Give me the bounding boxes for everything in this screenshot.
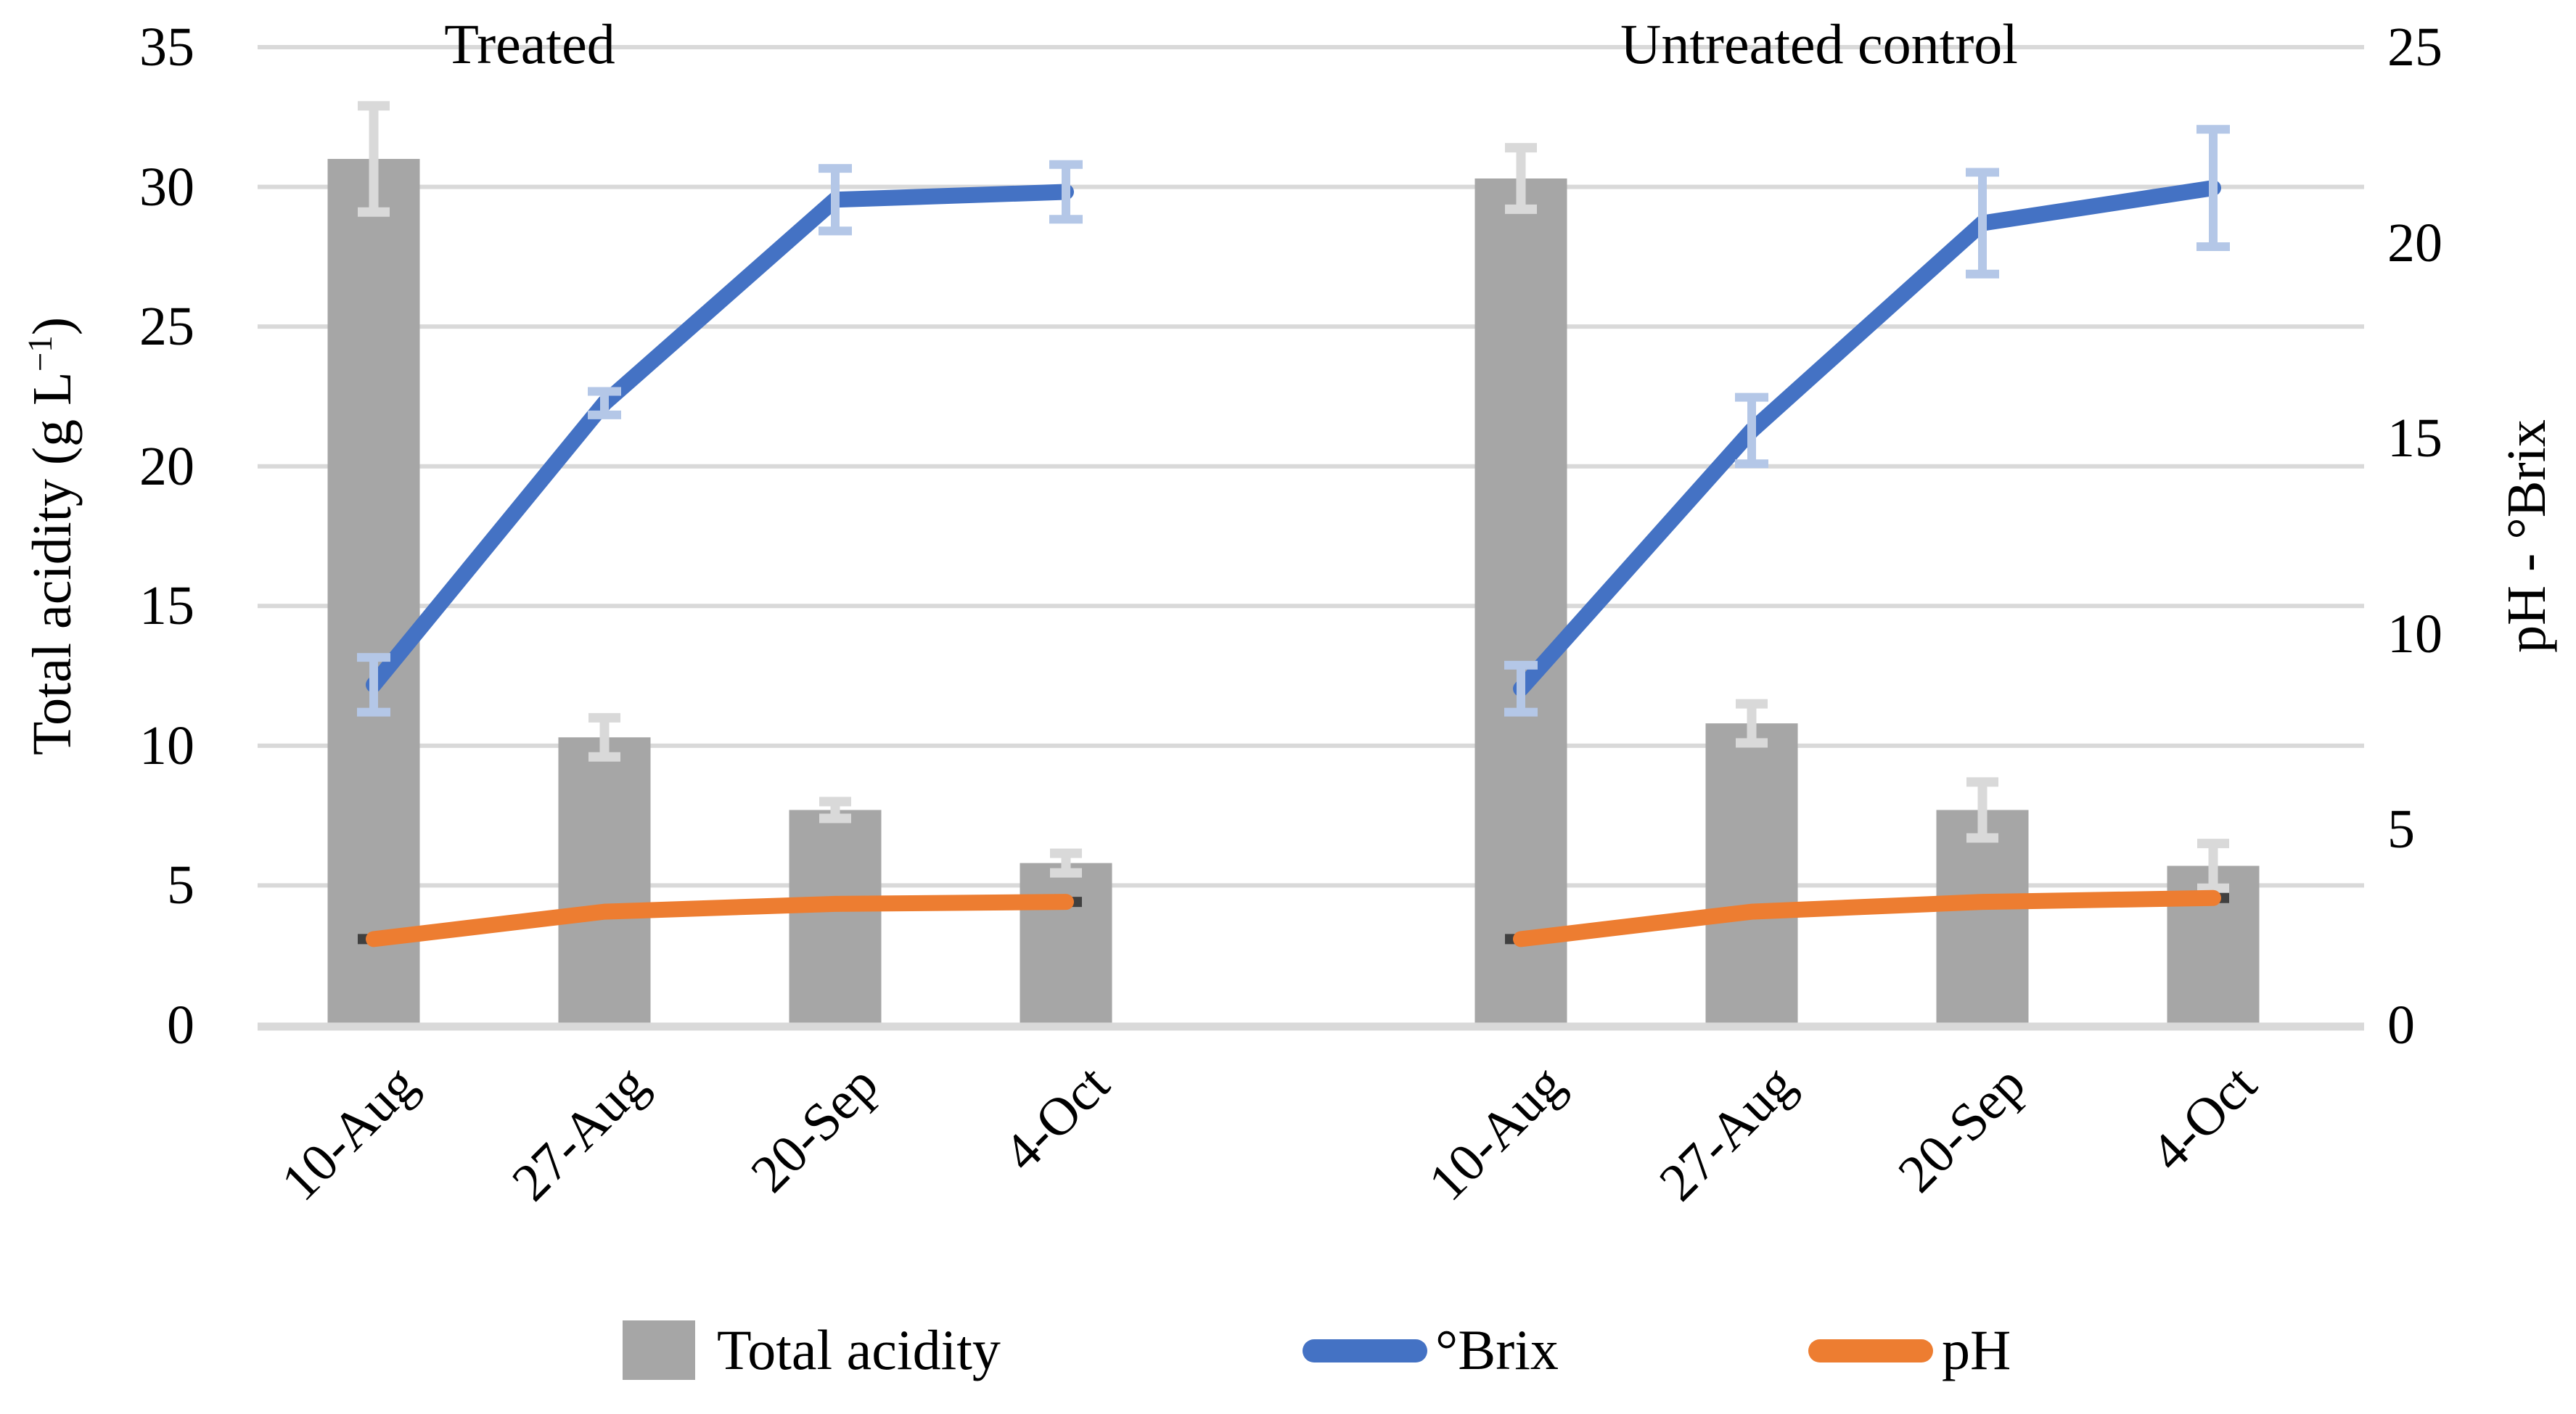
left-axis-tick: 30 [139,157,194,218]
legend-label-brix: °Brix [1435,1318,1559,1381]
acidity-bar [1705,723,1798,1025]
left-axis-tick: 0 [167,995,194,1056]
acidity-bar [1474,178,1567,1026]
left-axis-tick: 15 [139,575,194,636]
right-axis-tick: 25 [2387,17,2442,78]
legend-label-ph: pH [1942,1318,2011,1381]
right-axis-title: pH - °Brix [2496,419,2557,653]
left-axis-title-main: Total acidity (g L [22,371,83,756]
right-axis-tick: 5 [2387,799,2415,860]
acidity-bar [1020,863,1112,1025]
legend-swatch-total-acidity [623,1320,695,1380]
right-axis-tick: 0 [2387,995,2415,1056]
ph-marker [1505,934,1515,945]
ph-marker [358,934,368,945]
line-error-bars [357,125,2230,717]
left-axis-tick: 5 [167,855,194,916]
left-axis-title: Total acidity (g L−1) [22,316,83,756]
left-axis-title-superscript: −1 [22,335,60,372]
acidity-bar [558,737,651,1025]
right-axis-tick: 15 [2387,408,2442,469]
brix-line [366,184,1074,693]
legend-swatch-brix [1303,1339,1427,1362]
panel-title-treated: Treated [444,12,615,75]
left-axis-tick: 20 [139,436,194,497]
bar-error-bars [358,101,2229,893]
bars [327,159,2260,1026]
legend-swatch-ph [1808,1339,1933,1362]
lines [366,180,2221,948]
right-axis-tick: 10 [2387,604,2442,665]
left-axis-title-close: ) [22,316,83,336]
left-axis-tick: 10 [139,715,194,776]
acidity-bar [789,810,882,1025]
left-axis-tick: 25 [139,296,194,357]
ph-line [366,894,1074,948]
ph-marker [2219,892,2229,903]
legend-label-total-acidity: Total acidity [717,1318,1001,1381]
brix-line [1513,180,2221,697]
acidity-bar [1936,810,2029,1025]
ph-marker [1072,897,1082,908]
right-axis-tick: 20 [2387,213,2442,274]
left-axis-tick: 35 [139,17,194,78]
panel-title-untreated: Untreated control [1620,12,2018,75]
ph-line [1513,889,2221,948]
acidity-bar [327,159,420,1026]
